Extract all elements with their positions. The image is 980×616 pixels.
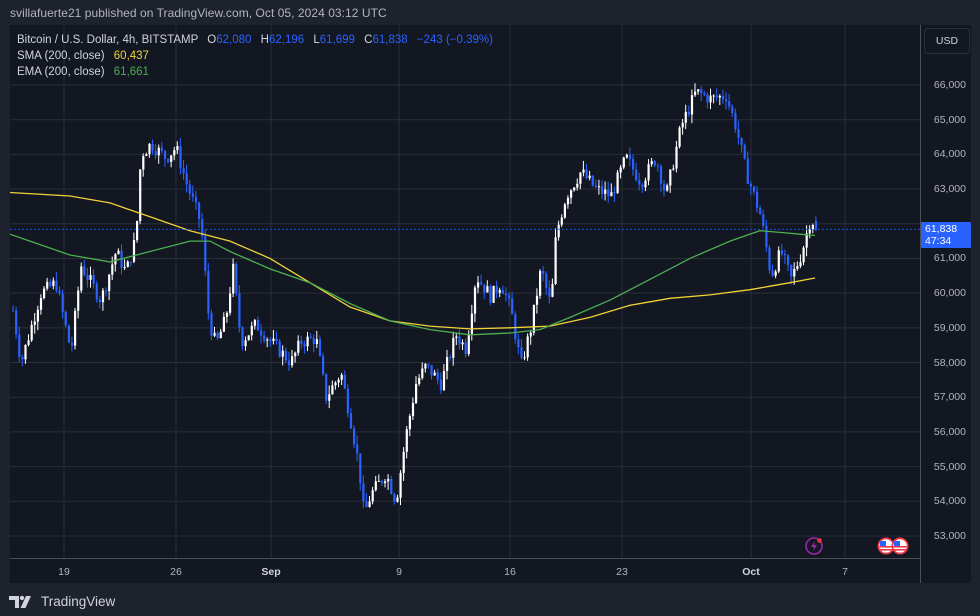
tradingview-logo[interactable]: TradingView — [9, 594, 115, 609]
last-price-badge: 61,838 47:34 — [921, 222, 971, 249]
currency-button[interactable]: USD — [924, 28, 970, 54]
price-tick: 57,000 — [933, 391, 966, 404]
time-tick: 9 — [396, 566, 402, 578]
price-tick: 61,000 — [933, 252, 966, 265]
price-tick: 56,000 — [933, 425, 966, 438]
price-axis[interactable]: USD 66,000 65,000 64,000 63,000 61,000 60,000… — [920, 25, 972, 583]
price-tick: 55,000 — [933, 460, 966, 473]
price-tick: 58,000 — [933, 356, 966, 369]
time-tick: 16 — [504, 566, 516, 578]
time-tick: Oct — [742, 566, 760, 578]
time-tick: Sep — [261, 566, 281, 578]
last-price-value: 61,838 — [925, 223, 958, 236]
price-tick: 60,000 — [933, 287, 966, 300]
publisher-line: svillafuerte21 published on TradingView.… — [10, 6, 387, 20]
time-axis[interactable]: 19 26 Sep 9 16 23 Oct 7 — [10, 558, 920, 584]
tradingview-brand: TradingView — [41, 594, 116, 609]
price-tick: 66,000 — [933, 79, 966, 91]
time-tick: 19 — [58, 566, 70, 578]
plot-area[interactable]: Bitcoin / U.S. Dollar, 4h, BITSTAMP O62,… — [10, 25, 920, 558]
time-tick: 23 — [616, 566, 628, 578]
candlestick-chart[interactable] — [10, 25, 920, 558]
bar-countdown: 47:34 — [925, 235, 952, 248]
price-tick: 65,000 — [933, 113, 966, 126]
price-tick: 54,000 — [933, 495, 966, 508]
chart-panel[interactable]: Bitcoin / U.S. Dollar, 4h, BITSTAMP O62,… — [10, 25, 971, 583]
price-tick: 59,000 — [933, 321, 966, 334]
time-tick: 7 — [842, 566, 848, 578]
tradingview-logo-icon — [9, 595, 31, 608]
price-tick: 53,000 — [933, 529, 966, 542]
price-tick: 63,000 — [933, 183, 966, 196]
time-tick: 26 — [170, 566, 182, 578]
price-tick: 64,000 — [933, 148, 966, 161]
